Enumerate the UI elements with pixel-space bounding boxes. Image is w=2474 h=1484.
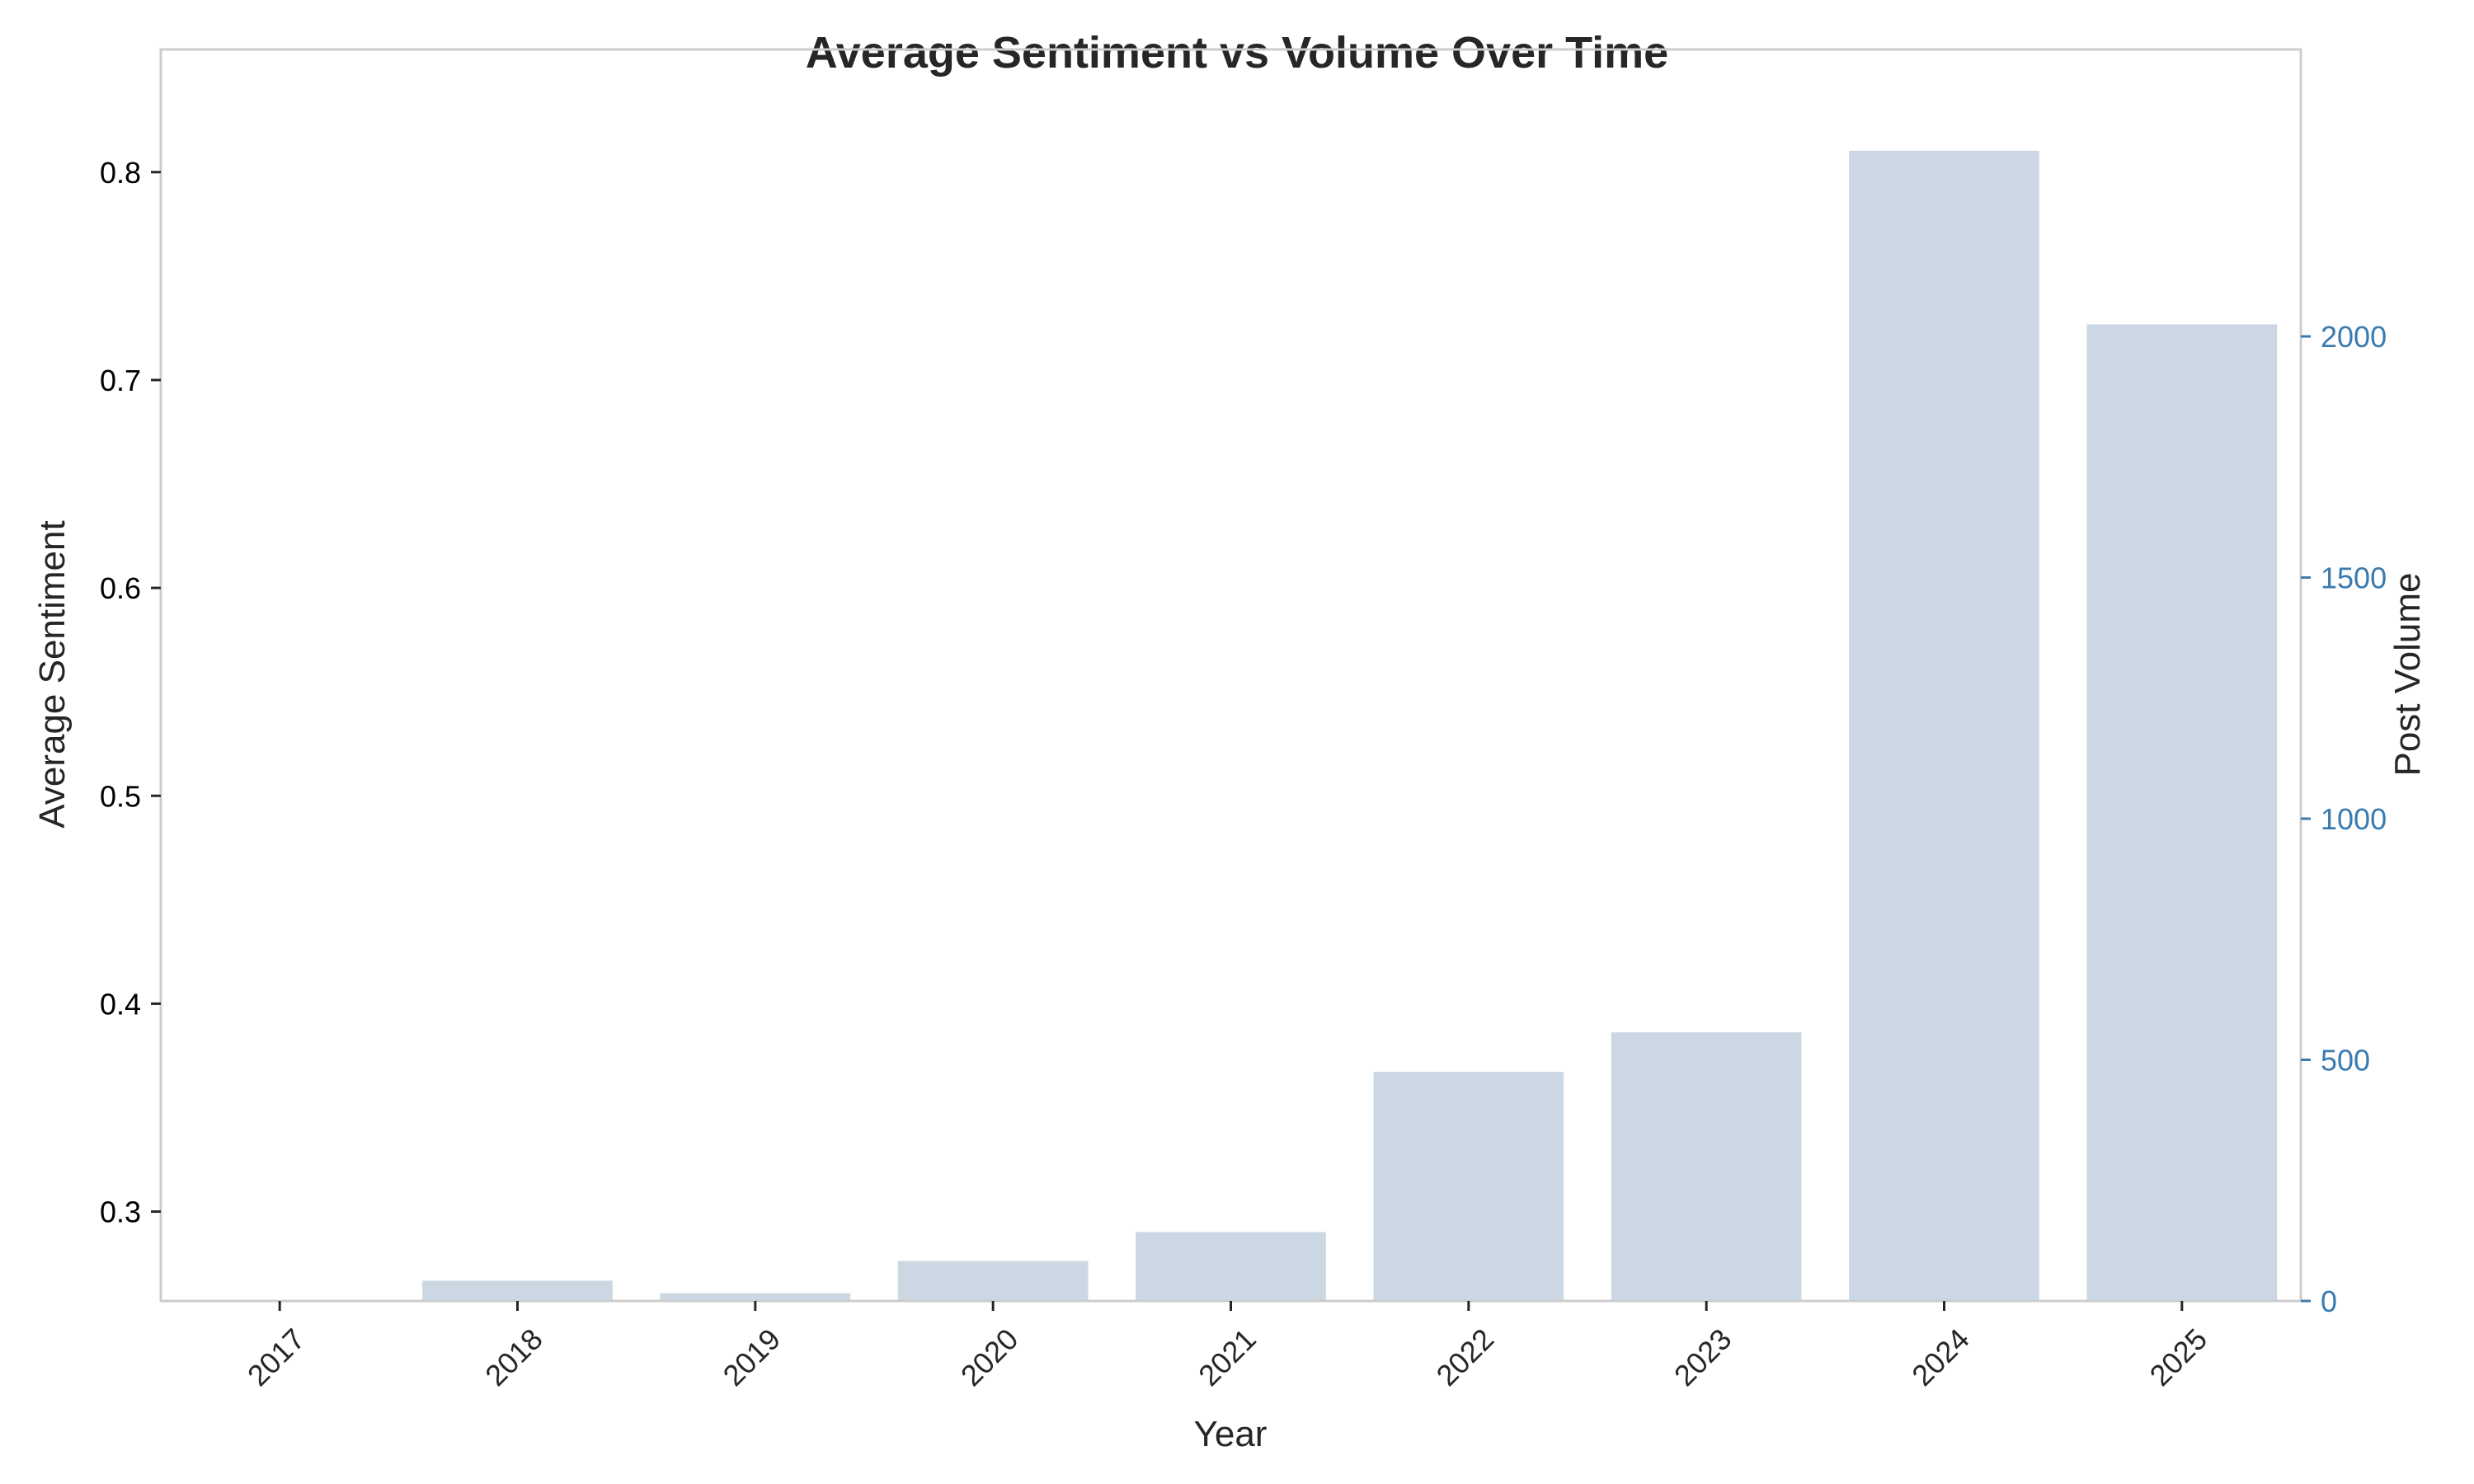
bar-2018 [422,1280,613,1301]
left-tick-label: 0.8 [100,156,141,190]
x-axis-label: Year [1194,1414,1268,1454]
left-tick-label: 0.7 [100,364,141,397]
right-tick-label: 500 [2321,1044,2370,1078]
right-tick-label: 1500 [2321,561,2387,595]
left-tick-label: 0.3 [100,1195,141,1229]
right-tick-label: 1000 [2321,802,2387,836]
left-axis: 0.3 0.4 0.5 0.6 0.7 0.8 [100,156,161,1229]
bar-2022 [1373,1072,1564,1301]
bar-2024 [1849,150,2039,1301]
left-tick-label: 0.6 [100,571,141,605]
bar-2020 [897,1261,1089,1301]
chart-title: Average Sentiment vs Volume Over Time [806,28,1668,77]
right-axis-label: Post Volume [2387,572,2428,776]
right-axis: 0 500 1000 1500 2000 [2301,320,2387,1318]
bar-2023 [1611,1032,1802,1301]
bar-2025 [2086,324,2278,1301]
bar-2021 [1136,1232,1326,1301]
right-tick-label: 0 [2321,1284,2337,1318]
bars-layer [184,150,2278,1301]
bar-2019 [660,1293,851,1301]
left-axis-label: Average Sentiment [32,520,73,828]
right-tick-label: 2000 [2321,320,2387,354]
left-tick-label: 0.4 [100,987,141,1021]
left-tick-label: 0.5 [100,779,141,813]
